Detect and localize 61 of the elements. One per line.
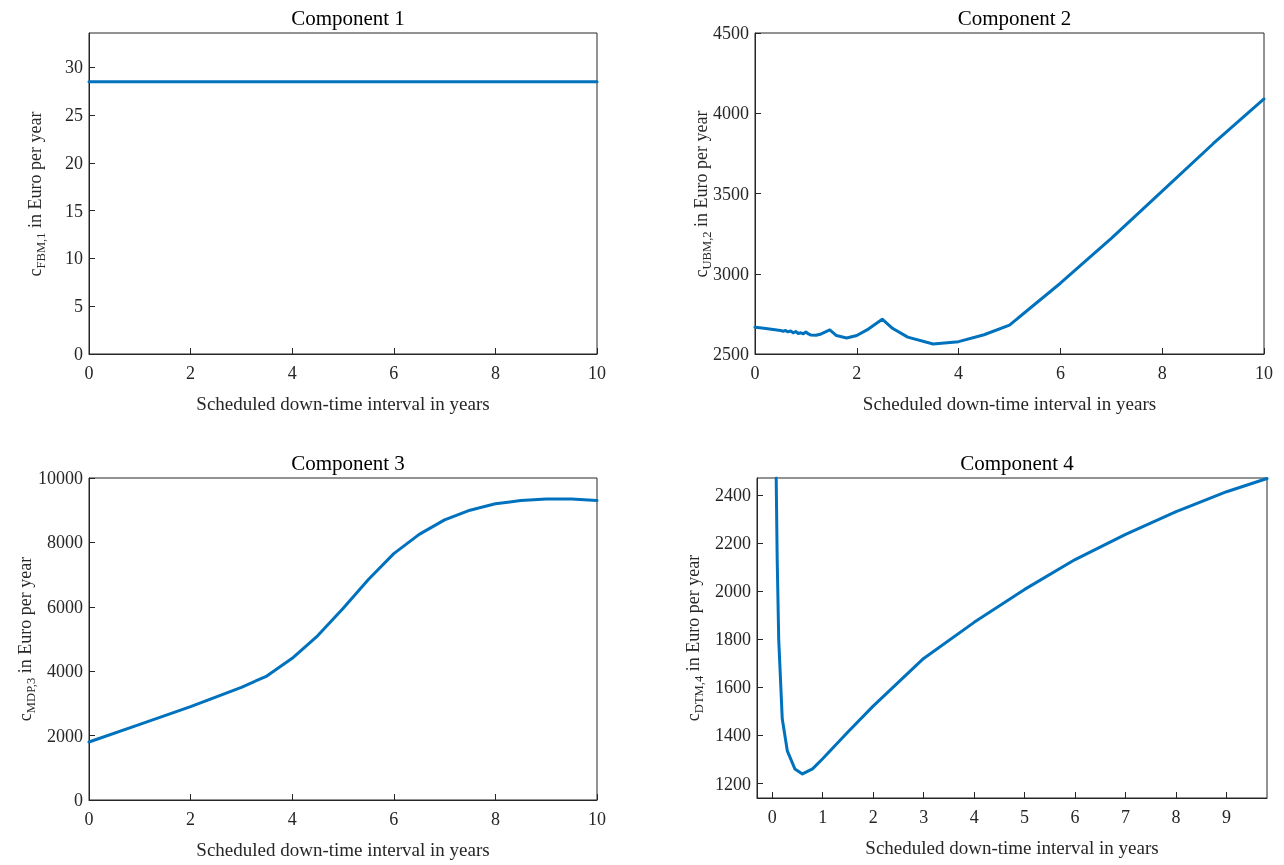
x-tick-label: 9: [1222, 807, 1232, 827]
x-axis-title: Scheduled down-time interval in years: [865, 837, 1159, 858]
chart-title: Component 3: [291, 450, 405, 475]
y-tick-label: 2200: [715, 532, 751, 553]
y-tick-label: 10000: [38, 468, 83, 488]
x-tick-label: 5: [1020, 807, 1030, 827]
line-series: [87, 497, 599, 744]
x-tick-label: 6: [389, 809, 399, 829]
x-axis-title: Scheduled down-time interval in years: [196, 839, 490, 860]
chart-title: Component 2: [957, 5, 1072, 30]
y-tick-label: 3000: [713, 263, 749, 284]
y-tick-label: 0: [74, 344, 83, 364]
x-tick-label: 2: [186, 363, 196, 383]
line-series: [774, 476, 1269, 776]
x-tick-label: 6: [1055, 363, 1065, 383]
x-tick-label: 6: [389, 363, 399, 383]
y-tick-label: 3500: [713, 183, 749, 204]
y-tick-label: 2000: [47, 725, 83, 746]
x-tick-label: 0: [767, 807, 777, 827]
y-tick-label: 2000: [715, 581, 751, 602]
y-tick-label: 8000: [47, 532, 83, 553]
y-tick-label: 20: [65, 152, 83, 173]
x-axis-title: Scheduled down-time interval in years: [196, 393, 490, 414]
chart-title: Component 4: [960, 450, 1075, 475]
x-tick-label: 6: [1070, 807, 1080, 827]
x-tick-label: 2: [852, 363, 862, 383]
x-tick-label: 10: [588, 809, 606, 829]
y-tick-label: 30: [65, 57, 83, 78]
y-tick-label: 1600: [715, 677, 751, 698]
y-tick-label: 10: [65, 248, 83, 269]
y-tick-label: 15: [65, 200, 83, 221]
y-tick-label: 6000: [47, 596, 83, 617]
x-tick-label: 4: [969, 807, 979, 827]
y-tick-label: 2400: [715, 484, 751, 505]
y-tick-label: 5: [74, 296, 83, 317]
x-tick-label: 8: [1157, 363, 1167, 383]
x-tick-label: 1: [818, 807, 828, 827]
chart-title: Component 1: [291, 5, 405, 30]
y-tick-label: 1400: [715, 725, 751, 746]
x-tick-label: 3: [919, 807, 929, 827]
y-tick-label: 2500: [713, 344, 749, 364]
y-tick-label: 25: [65, 105, 83, 126]
y-tick-label: 4500: [713, 23, 749, 43]
y-tick-label: 0: [74, 790, 83, 810]
y-tick-label: 4000: [47, 661, 83, 682]
line-series: [753, 97, 1266, 346]
x-axis-title: Scheduled down-time interval in years: [862, 393, 1157, 414]
x-tick-label: 10: [588, 363, 606, 383]
x-tick-label: 2: [868, 807, 878, 827]
x-tick-label: 8: [490, 363, 500, 383]
x-tick-label: 8: [1171, 807, 1181, 827]
x-tick-label: 7: [1121, 807, 1131, 827]
x-tick-label: 4: [287, 363, 297, 383]
x-tick-label: 2: [186, 809, 196, 829]
y-tick-label: 1200: [715, 773, 751, 794]
x-tick-label: 10: [1255, 363, 1273, 383]
x-tick-label: 4: [954, 363, 964, 383]
y-tick-label: 4000: [713, 103, 749, 124]
x-tick-label: 4: [287, 809, 297, 829]
x-tick-label: 8: [490, 809, 500, 829]
y-tick-label: 1800: [715, 629, 751, 650]
